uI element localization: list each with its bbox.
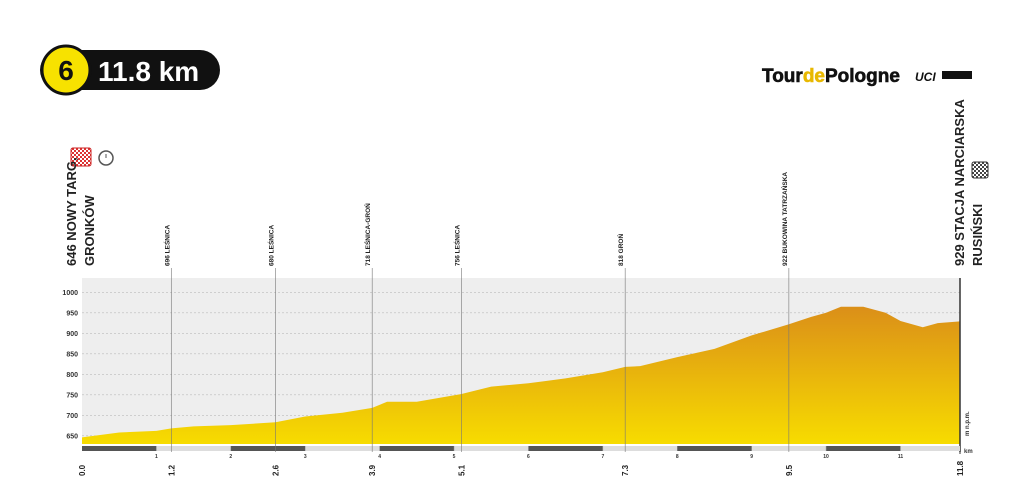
stage-number: 6 bbox=[58, 55, 74, 86]
y-tick-label: 850 bbox=[66, 351, 78, 358]
km-strip bbox=[826, 446, 901, 451]
plot: 650 700 750 800 850 900 950 1000 1 2 3 4 5 6 7 8 9 10 11 km… bbox=[62, 99, 985, 476]
start-flag-icon bbox=[70, 147, 92, 167]
waypoint-km: 5.1 bbox=[457, 464, 466, 476]
logo-tour: Tour bbox=[762, 66, 803, 87]
uci-logo: UCI bbox=[915, 70, 936, 84]
y-tick-label: 1000 bbox=[62, 290, 78, 297]
x-tick-label: 6 bbox=[527, 454, 530, 460]
waypoint-km: 3.9 bbox=[368, 464, 377, 476]
km-strip bbox=[677, 446, 752, 451]
logo-de: de bbox=[803, 66, 825, 87]
logo: TourdePologne bbox=[762, 66, 900, 87]
km-strip bbox=[900, 446, 960, 451]
y-axis-label: m n.p.m. bbox=[965, 411, 971, 436]
waypoint-label: 680 LEŚNICA bbox=[266, 225, 275, 266]
x-tick-label: 7 bbox=[601, 454, 604, 460]
x-tick-label: 3 bbox=[304, 454, 307, 460]
waypoint-km: 2.6 bbox=[271, 464, 280, 476]
uci-stripe bbox=[942, 71, 972, 79]
waypoint-label: 696 LEŚNICA bbox=[162, 225, 171, 266]
waypoint-label: 718 LEŚNICA-GROŃ bbox=[363, 203, 372, 266]
km-strip bbox=[454, 446, 529, 451]
km-strip bbox=[230, 446, 306, 451]
waypoint-km: 1.2 bbox=[167, 464, 176, 476]
badge-circle bbox=[40, 44, 92, 96]
x-tick-label: 5 bbox=[453, 454, 456, 460]
y-tick-label: 750 bbox=[66, 392, 78, 399]
x-tick-label: 11 bbox=[898, 454, 904, 460]
km-strip bbox=[602, 446, 678, 451]
x-tick-label: 2 bbox=[229, 454, 232, 460]
elevation-area bbox=[82, 306, 960, 444]
km-strip bbox=[305, 446, 380, 451]
km-strip bbox=[156, 446, 231, 451]
km-strip bbox=[528, 446, 603, 451]
x-tick-label: 10 bbox=[823, 454, 829, 460]
stage-distance: 11.8 km bbox=[98, 56, 199, 87]
waypoint-km: 7.3 bbox=[621, 464, 630, 476]
finish-km: 11.8 bbox=[956, 460, 965, 476]
start-km: 0.0 bbox=[78, 464, 87, 476]
x-tick-label: 9 bbox=[750, 454, 753, 460]
waypoint-label: 818 GROŃ bbox=[616, 234, 625, 266]
finish-flag-icon bbox=[971, 161, 989, 179]
start-label: GRONKÓW bbox=[82, 195, 97, 267]
y-tick-label: 800 bbox=[66, 372, 78, 379]
y-tick-label: 650 bbox=[66, 433, 78, 440]
finish-label: 929 STACJA NARCIARSKA bbox=[952, 99, 967, 266]
x-axis-label: km bbox=[964, 449, 973, 455]
x-tick-label: 1 bbox=[155, 454, 158, 460]
km-strip bbox=[82, 446, 157, 451]
x-tick-label: 8 bbox=[676, 454, 679, 460]
logo-pologne: Pologne bbox=[825, 66, 900, 87]
x-tick-label: 4 bbox=[378, 454, 381, 460]
km-strip bbox=[379, 446, 455, 451]
y-tick-label: 700 bbox=[66, 413, 78, 420]
start-label: 646 NOWY TARG, bbox=[64, 157, 79, 266]
y-tick-label: 900 bbox=[66, 331, 78, 338]
waypoint-label: 922 BUKOWINA TATRZAŃSKA bbox=[780, 172, 789, 266]
waypoint-km: 9.5 bbox=[785, 464, 794, 476]
waypoint-label: 756 LEŚNICA bbox=[452, 225, 461, 266]
finish-label: RUSIŃSKI bbox=[970, 204, 985, 266]
y-tick-label: 950 bbox=[66, 310, 78, 317]
